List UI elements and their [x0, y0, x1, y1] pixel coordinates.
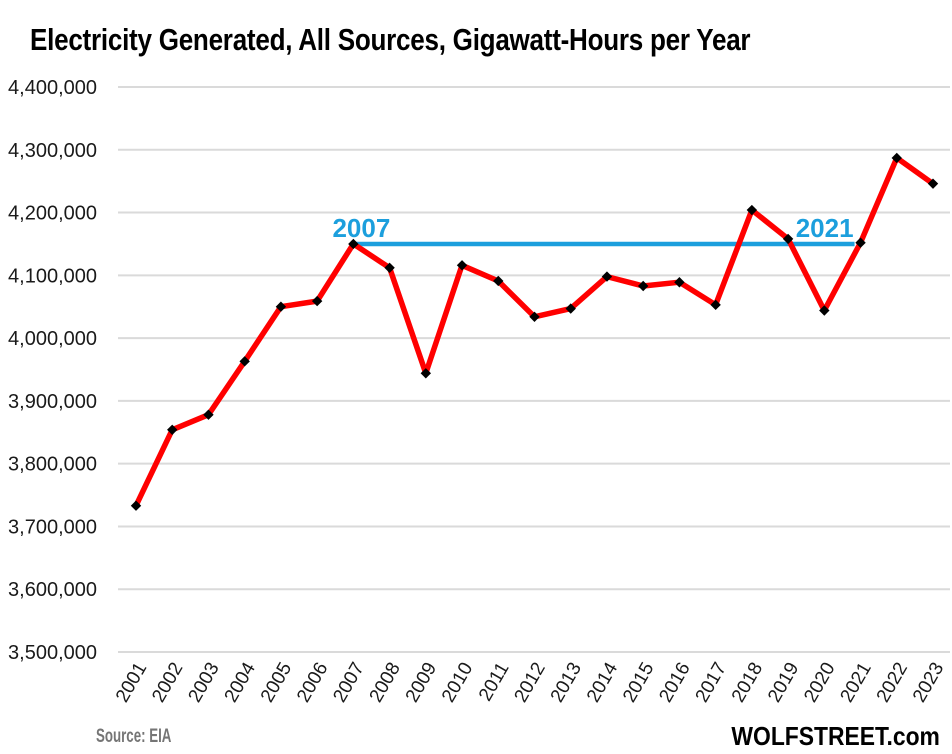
x-tick-label: 2001 — [112, 659, 151, 706]
data-point-marker-2001 — [130, 500, 142, 511]
x-tick-label: 2012 — [511, 659, 550, 706]
y-tick-label: 4,000,000 — [8, 328, 97, 350]
gridlines — [118, 86, 950, 653]
y-tick-label: 4,200,000 — [8, 203, 97, 225]
data-point-marker-2013 — [565, 303, 576, 314]
data-point-marker-2017 — [710, 299, 721, 311]
y-tick-label: 3,900,000 — [8, 391, 97, 413]
data-point-marker-2020 — [819, 305, 830, 316]
data-point-marker-2012 — [529, 311, 540, 322]
x-tick-label: 2022 — [873, 659, 912, 706]
y-tick-label: 3,500,000 — [8, 642, 97, 664]
data-point-marker-2015 — [637, 280, 649, 292]
reference-labels: 2007 2021 — [332, 213, 853, 243]
y-tick-label: 4,100,000 — [8, 265, 97, 287]
source-credit: Source: EIA — [96, 726, 172, 747]
data-point-marker-2022 — [891, 152, 902, 164]
data-point-marker-2003 — [203, 409, 214, 420]
x-tick-label: 2023 — [909, 659, 948, 706]
x-tick-label: 2009 — [402, 659, 441, 706]
data-point-marker-2002 — [167, 424, 178, 435]
data-point-marker-2005 — [275, 301, 287, 312]
data-point-marker-2021 — [855, 237, 866, 248]
brand-watermark: WOLFSTREET.com — [731, 721, 940, 751]
data-point-marker-2019 — [782, 233, 794, 245]
x-tick-label: 2018 — [728, 659, 767, 706]
x-tick-label: 2020 — [800, 659, 839, 706]
x-tick-label: 2017 — [692, 659, 731, 706]
data-point-marker-2009 — [420, 368, 432, 379]
data-point-marker-2011 — [493, 275, 504, 287]
x-tick-label: 2021 — [837, 659, 876, 706]
x-tick-label: 2003 — [184, 659, 223, 706]
x-tick-label: 2002 — [148, 659, 187, 706]
x-axis-labels: 2001200220032004200520062007200820092010… — [112, 659, 948, 706]
y-tick-label: 3,700,000 — [8, 516, 97, 538]
chart-title: Electricity Generated, All Sources, Giga… — [30, 22, 751, 57]
data-point-marker-2014 — [601, 271, 613, 282]
data-point-marker-2008 — [384, 262, 395, 273]
x-tick-label: 2008 — [366, 659, 405, 706]
data-point-marker-2016 — [674, 277, 685, 288]
x-tick-label: 2015 — [619, 659, 658, 706]
data-point-marker-2006 — [311, 295, 323, 307]
x-tick-label: 2019 — [764, 659, 803, 706]
x-tick-label: 2014 — [583, 659, 623, 706]
x-tick-label: 2007 — [329, 659, 368, 706]
data-point-marker-2007 — [348, 238, 359, 250]
x-tick-label: 2011 — [475, 659, 514, 705]
x-tick-label: 2005 — [257, 659, 296, 706]
data-point-markers — [130, 152, 939, 511]
data-point-marker-2004 — [239, 356, 250, 367]
reference-label-start: 2007 — [332, 213, 390, 243]
y-tick-label: 4,300,000 — [8, 140, 97, 162]
reference-label-end: 2021 — [796, 213, 854, 243]
x-tick-label: 2006 — [293, 659, 332, 706]
y-tick-label: 3,600,000 — [8, 579, 97, 601]
x-tick-label: 2010 — [438, 659, 477, 706]
series-line — [133, 155, 936, 509]
data-point-marker-2010 — [456, 260, 468, 271]
data-point-marker-2023 — [927, 178, 939, 189]
data-point-marker-2018 — [746, 204, 758, 216]
y-tick-label: 3,800,000 — [8, 454, 97, 476]
y-tick-label: 4,400,000 — [8, 77, 97, 99]
x-tick-label: 2016 — [655, 659, 694, 706]
x-tick-label: 2013 — [547, 659, 586, 706]
x-tick-label: 2004 — [221, 659, 261, 706]
y-axis-labels: 3,500,000 3,600,000 3,700,000 3,800,000 3,90… — [8, 77, 97, 664]
